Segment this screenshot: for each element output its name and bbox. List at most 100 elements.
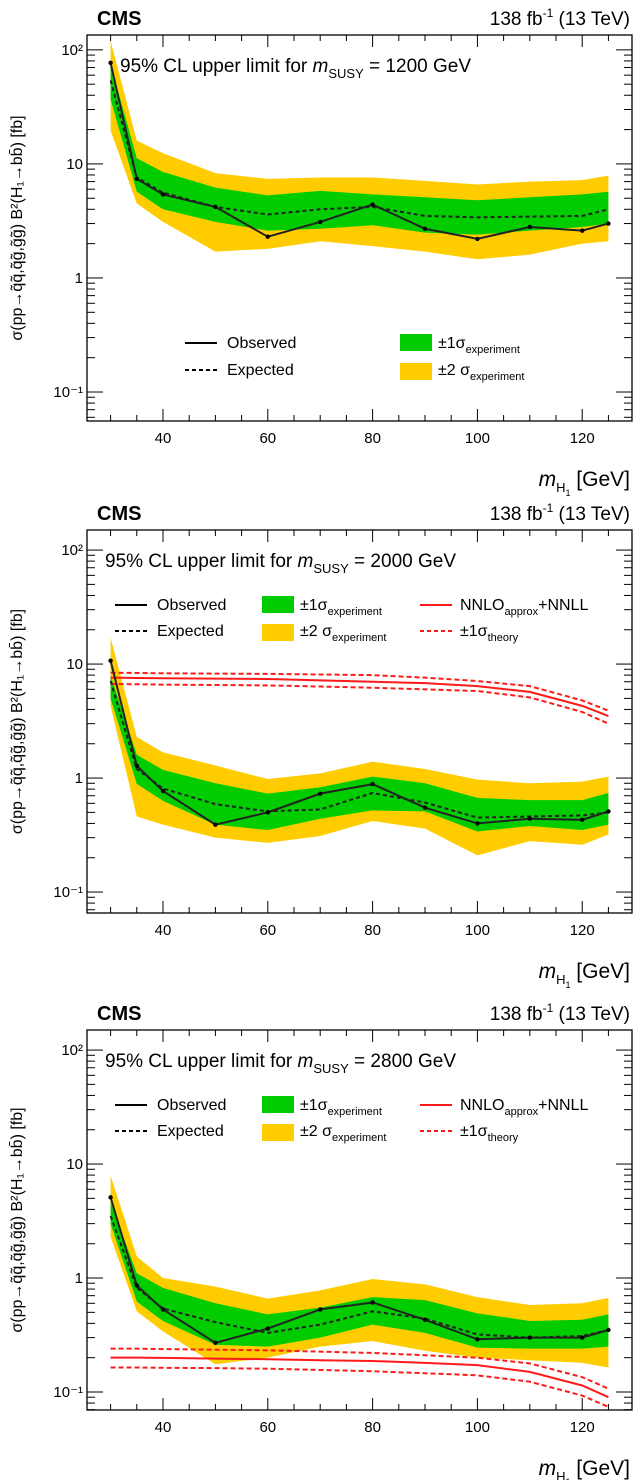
x-axis-label: mH1 [GeV]	[539, 960, 630, 990]
y-tick-label: 1	[75, 1270, 83, 1287]
plot-title-part: = 2800 GeV	[349, 1051, 457, 1072]
legend-one-sigma-swatch	[400, 334, 432, 351]
cms-label: CMS	[97, 1003, 141, 1025]
y-tick-label-part: 10⁻¹	[53, 384, 83, 401]
x-tick-label: 100	[465, 430, 490, 447]
observed-point	[527, 224, 533, 230]
observed-point	[265, 1326, 270, 1331]
y-axis-label-part: σ(pp→q̃q̃,q̃g̃,g̃g̃) B²(H₁→bb̄) [fb]	[9, 1107, 26, 1332]
x-tick-label: 120	[570, 1419, 595, 1436]
legend-expected-label-part: Expected	[157, 623, 224, 640]
y-tick-label-part: 10⁻¹	[53, 884, 83, 901]
y-tick-label: 1	[75, 270, 83, 287]
observed-point	[580, 228, 585, 233]
plot-title-part: 95% CL upper limit for	[105, 551, 298, 572]
y-tick-label: 10⁻¹	[53, 884, 83, 901]
legend-expected-label: Expected	[157, 1123, 224, 1140]
observed-point	[606, 1327, 611, 1333]
observed-point	[422, 1317, 428, 1322]
luminosity-label-part: -1	[543, 6, 554, 20]
legend-one-sigma-label-part: experiment	[328, 1106, 382, 1118]
theory-up-line	[110, 1347, 609, 1390]
x-tick-label-part: 40	[155, 1419, 172, 1436]
observed-point	[317, 1307, 323, 1312]
luminosity-label: 138 fb-1 (13 TeV)	[490, 501, 630, 525]
luminosity-label-part: -1	[543, 501, 554, 515]
luminosity-label: 138 fb-1 (13 TeV)	[490, 6, 630, 30]
luminosity-label-part: (13 TeV)	[553, 1004, 630, 1025]
theory-up-line	[110, 671, 609, 712]
legend-one-sigma-label-part: ±1σ	[438, 335, 466, 352]
x-axis-label-part: m	[539, 1457, 557, 1480]
plot-frame	[86, 529, 633, 914]
x-tick-label: 120	[570, 430, 595, 447]
x-axis-label-part: H	[556, 480, 565, 495]
observed-point	[265, 810, 270, 815]
x-tick-label: 60	[259, 922, 276, 939]
legend-two-sigma-swatch	[400, 363, 432, 380]
x-tick-label-part: 60	[259, 430, 276, 447]
observed-point	[527, 1335, 533, 1340]
observed-point	[213, 1340, 218, 1346]
x-tick-label-part: 80	[364, 430, 381, 447]
x-tick-label: 60	[259, 430, 276, 447]
legend-theory-sigma-label-part: theory	[488, 1132, 519, 1144]
y-tick-label: 10²	[61, 542, 83, 559]
x-tick-label: 40	[155, 1419, 172, 1436]
y-tick-label-part: 10	[66, 1156, 83, 1173]
observed-point	[527, 816, 533, 821]
legend-two-sigma-swatch	[262, 1124, 294, 1141]
x-tick-label-part: 100	[465, 922, 490, 939]
observed-point	[475, 236, 480, 242]
y-tick-label-part: 1	[75, 1270, 83, 1287]
plot-title-part: = 2000 GeV	[349, 551, 457, 572]
observed-point	[213, 822, 218, 827]
x-axis-label: mH1 [GeV]	[539, 1457, 630, 1480]
legend-two-sigma-label-part: ±2 σ	[300, 623, 332, 640]
legend-theory-label-part: NNLO	[460, 1097, 504, 1114]
y-tick-label: 10	[66, 656, 83, 673]
x-axis-label-part: H	[556, 1469, 565, 1480]
panel-2: CMS 138 fb-1 (13 TeV) 40 60 80 100 120 10⁻¹ 1 10 1…	[9, 501, 633, 990]
x-axis-label-part: [GeV]	[570, 1457, 630, 1480]
y-tick-label: 10	[66, 156, 83, 173]
one-sigma-band	[110, 1202, 609, 1349]
legend-observed-label: Observed	[157, 597, 226, 614]
cms-label-part: CMS	[97, 1003, 141, 1025]
observed-point	[422, 805, 428, 810]
observed-point	[370, 781, 375, 787]
luminosity-label-part: 138 fb	[490, 1004, 543, 1025]
observed-point	[108, 60, 113, 66]
x-axis-label-part: H	[556, 972, 565, 987]
legend-observed-label: Observed	[157, 1097, 226, 1114]
expected-line	[109, 680, 609, 819]
cms-label-part: CMS	[97, 8, 141, 30]
legend-expected-label: Expected	[227, 362, 294, 379]
legend-two-sigma-swatch	[262, 624, 294, 641]
y-tick-label: 10²	[61, 42, 83, 59]
x-tick-label-part: 80	[364, 1419, 381, 1436]
expected-line	[109, 80, 609, 219]
x-tick-label: 120	[570, 922, 595, 939]
legend-one-sigma-label-part: ±1σ	[300, 597, 328, 614]
observed-point	[213, 204, 218, 210]
legend-theory-label-part: approx	[504, 606, 538, 618]
y-tick-label-part: 10²	[61, 1042, 83, 1059]
legend-theory-sigma-label-part: ±1σ	[460, 623, 488, 640]
x-tick-label-part: 80	[364, 922, 381, 939]
x-tick-label: 100	[465, 1419, 490, 1436]
observed-point	[108, 1195, 113, 1200]
observed-point	[370, 202, 375, 207]
y-axis-label: σ(pp→q̃q̃,q̃g̃,g̃g̃) B²(H₁→bb̄) [fb]	[9, 115, 26, 340]
observed-point	[580, 817, 585, 823]
observed-line	[109, 660, 609, 826]
plot-title: 95% CL upper limit for mSUSY = 1200 GeV	[120, 56, 471, 81]
plot-title: 95% CL upper limit for mSUSY = 2000 GeV	[105, 551, 456, 576]
luminosity-label: 138 fb-1 (13 TeV)	[490, 1001, 630, 1025]
theory-central-line	[110, 1356, 609, 1399]
legend-two-sigma-label: ±2 σexperiment	[300, 1123, 386, 1144]
legend-expected-label-part: Expected	[157, 1123, 224, 1140]
legend-two-sigma-label: ±2 σexperiment	[300, 623, 386, 644]
one-sigma-band	[110, 675, 609, 832]
